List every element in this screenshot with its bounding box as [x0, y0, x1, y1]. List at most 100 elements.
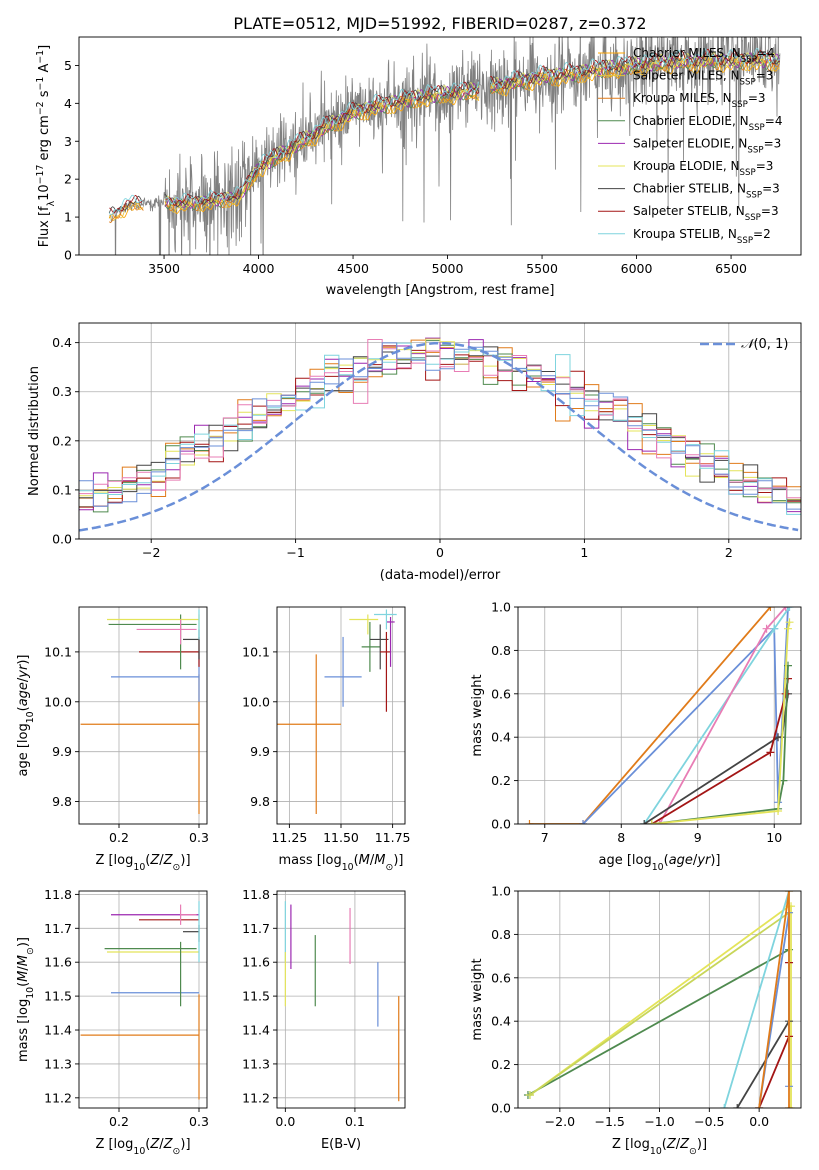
y-tick-label: 10.0	[242, 694, 270, 709]
cumulative-line	[758, 962, 790, 1108]
y-axis-label: mass [log10(M/M⊙)]	[16, 937, 36, 1062]
cumulative-marker	[640, 820, 649, 824]
x-tick-label: −0.5	[694, 1114, 724, 1129]
x-tick-label: 10	[766, 830, 782, 845]
plot-area	[525, 607, 794, 824]
cumulative-line	[758, 891, 790, 1108]
x-axis-label: mass [log10(M/M⊙)]	[279, 853, 404, 873]
x-tick-label: 2	[725, 545, 733, 560]
x-tick-label: 9	[694, 830, 702, 845]
x-tick-label: 0.1	[345, 1114, 365, 1129]
legend-entry: Chabrier ELODIE, NSSP=4	[633, 114, 782, 133]
x-axis-label: age [log10(age/yr)]	[598, 853, 720, 873]
spectrum-model-line	[164, 51, 780, 208]
y-tick-label: 0.8	[491, 643, 511, 658]
plot-area	[277, 609, 397, 815]
legend-entry: Salpeter MILES, NSSP=3	[633, 69, 773, 88]
y-tick-label: 1	[64, 210, 72, 225]
x-tick-label: 0.0	[275, 1114, 295, 1129]
cumulative-marker	[785, 891, 794, 895]
y-tick-label: 0.0	[491, 817, 511, 832]
y-tick-label: 0.2	[52, 433, 72, 448]
spectrum-data	[108, 37, 781, 255]
cumulative-marker	[785, 607, 794, 611]
y-tick-label: 11.4	[44, 1023, 72, 1038]
x-tick-label: 3500	[148, 261, 180, 276]
x-axis-label: E(B-V)	[321, 1137, 361, 1152]
y-axis-label: Flux [fλ10−17 erg cm−2 s−1 A−1]	[35, 45, 57, 247]
cumulative-line	[529, 911, 790, 1096]
cumulative-line	[736, 1020, 790, 1108]
y-tick-label: 1.0	[491, 600, 511, 615]
legend-entry: Chabrier STELIB, NSSP=3	[633, 182, 780, 201]
cumulative-marker	[655, 820, 664, 824]
y-tick-label: 11.6	[44, 955, 72, 970]
y-tick-label: 3	[64, 134, 72, 149]
chart-cumweight_age: 7 8 9 10 0.0 0.2 0.4 0.6 0.8 1.0 age [log10(age/yr…	[470, 600, 802, 873]
y-tick-label: 11.4	[242, 1023, 270, 1038]
legend-entry: Kroupa MILES, NSSP=3	[633, 91, 766, 110]
histogram-step	[79, 338, 801, 503]
x-tick-label: 11.25	[271, 830, 307, 845]
legend-entry: Kroupa ELODIE, NSSP=3	[633, 159, 773, 178]
y-tick-label: 0.0	[491, 1101, 511, 1116]
y-tick-label: 10.1	[242, 644, 270, 659]
y-tick-label: 10.1	[44, 644, 72, 659]
cumulative-line	[582, 607, 789, 824]
y-tick-label: 11.8	[44, 887, 72, 902]
x-tick-label: 0.0	[749, 1114, 769, 1129]
x-tick-label: −1.5	[594, 1114, 624, 1129]
x-axis-label: Z [log10(Z/Z⊙)]	[612, 1137, 707, 1157]
chart-spectrum: 3500 4000 4500 5000 5500 6000 6500 0 1 2 3 4 5 Chabri…	[35, 36, 802, 298]
y-tick-label: 0.2	[491, 1057, 511, 1072]
x-axis-label: Z [log10(Z/Z⊙)]	[95, 1137, 190, 1157]
cumulative-marker	[525, 820, 534, 824]
y-tick-label: 11.3	[242, 1056, 270, 1071]
y-tick-label: 11.7	[242, 921, 270, 936]
legend-entry: 𝒩(0, 1)	[741, 337, 788, 352]
y-tick-label: 1.0	[491, 884, 511, 899]
x-tick-label: 0.3	[189, 1114, 209, 1129]
y-tick-label: 10.0	[44, 694, 72, 709]
cumulative-marker	[766, 748, 775, 757]
cumulative-marker	[525, 1090, 534, 1099]
axes-frame	[78, 606, 208, 825]
x-tick-label: 5000	[432, 261, 464, 276]
cumulative-marker	[785, 1104, 794, 1108]
y-tick-label: 0.0	[52, 532, 72, 547]
y-tick-label: 0.4	[491, 730, 511, 745]
cumulative-marker	[787, 1104, 796, 1108]
histogram-step	[79, 339, 801, 499]
cumulative-line	[723, 891, 790, 1108]
y-tick-label: 9.8	[52, 794, 72, 809]
cumulative-line	[529, 905, 792, 1108]
x-tick-label: −1.0	[644, 1114, 674, 1129]
y-axis-label: mass weight	[470, 674, 485, 756]
y-tick-label: 0	[64, 248, 72, 263]
y-tick-label: 11.2	[44, 1090, 72, 1105]
y-tick-label: 9.8	[250, 794, 270, 809]
x-tick-label: 0.2	[109, 1114, 129, 1129]
legend-entry: Chabrier MILES, NSSP=4	[633, 46, 775, 65]
cumulative-line	[529, 607, 772, 824]
chart-age_vs_Z: 0.2 0.3 9.8 9.9 10.0 10.1 Z [log10(Z/Z⊙)] age […	[16, 606, 209, 873]
plot-area	[108, 37, 781, 255]
axes-frame	[78, 36, 802, 256]
cumulative-marker	[770, 624, 779, 633]
plot-area	[284, 901, 400, 1102]
cumulative-marker	[733, 1104, 742, 1108]
chart-cumweight_Z: −2.0 −1.5 −1.0 −0.5 0.0 0.0 0.2 0.4 0.6 0.8 1.0 Z […	[470, 884, 802, 1157]
x-tick-label: −1	[286, 545, 304, 560]
plot-area	[79, 337, 801, 532]
normal-curve	[79, 341, 799, 532]
chart-mass_vs_Z: 0.2 0.3 11.2 11.3 11.4 11.5 11.6 11.7 11.8 Z [log…	[16, 887, 209, 1157]
cumulative-line	[643, 693, 789, 824]
y-tick-label: 0.3	[52, 384, 72, 399]
x-axis-label: Z [log10(Z/Z⊙)]	[95, 853, 190, 873]
legend-entry: Salpeter STELIB, NSSP=3	[633, 204, 779, 223]
x-tick-label: 0	[436, 545, 444, 560]
y-tick-label: 9.9	[250, 744, 270, 759]
spectrum-model-line	[109, 48, 780, 214]
y-tick-label: 11.5	[242, 989, 270, 1004]
cumulative-marker	[785, 618, 794, 627]
